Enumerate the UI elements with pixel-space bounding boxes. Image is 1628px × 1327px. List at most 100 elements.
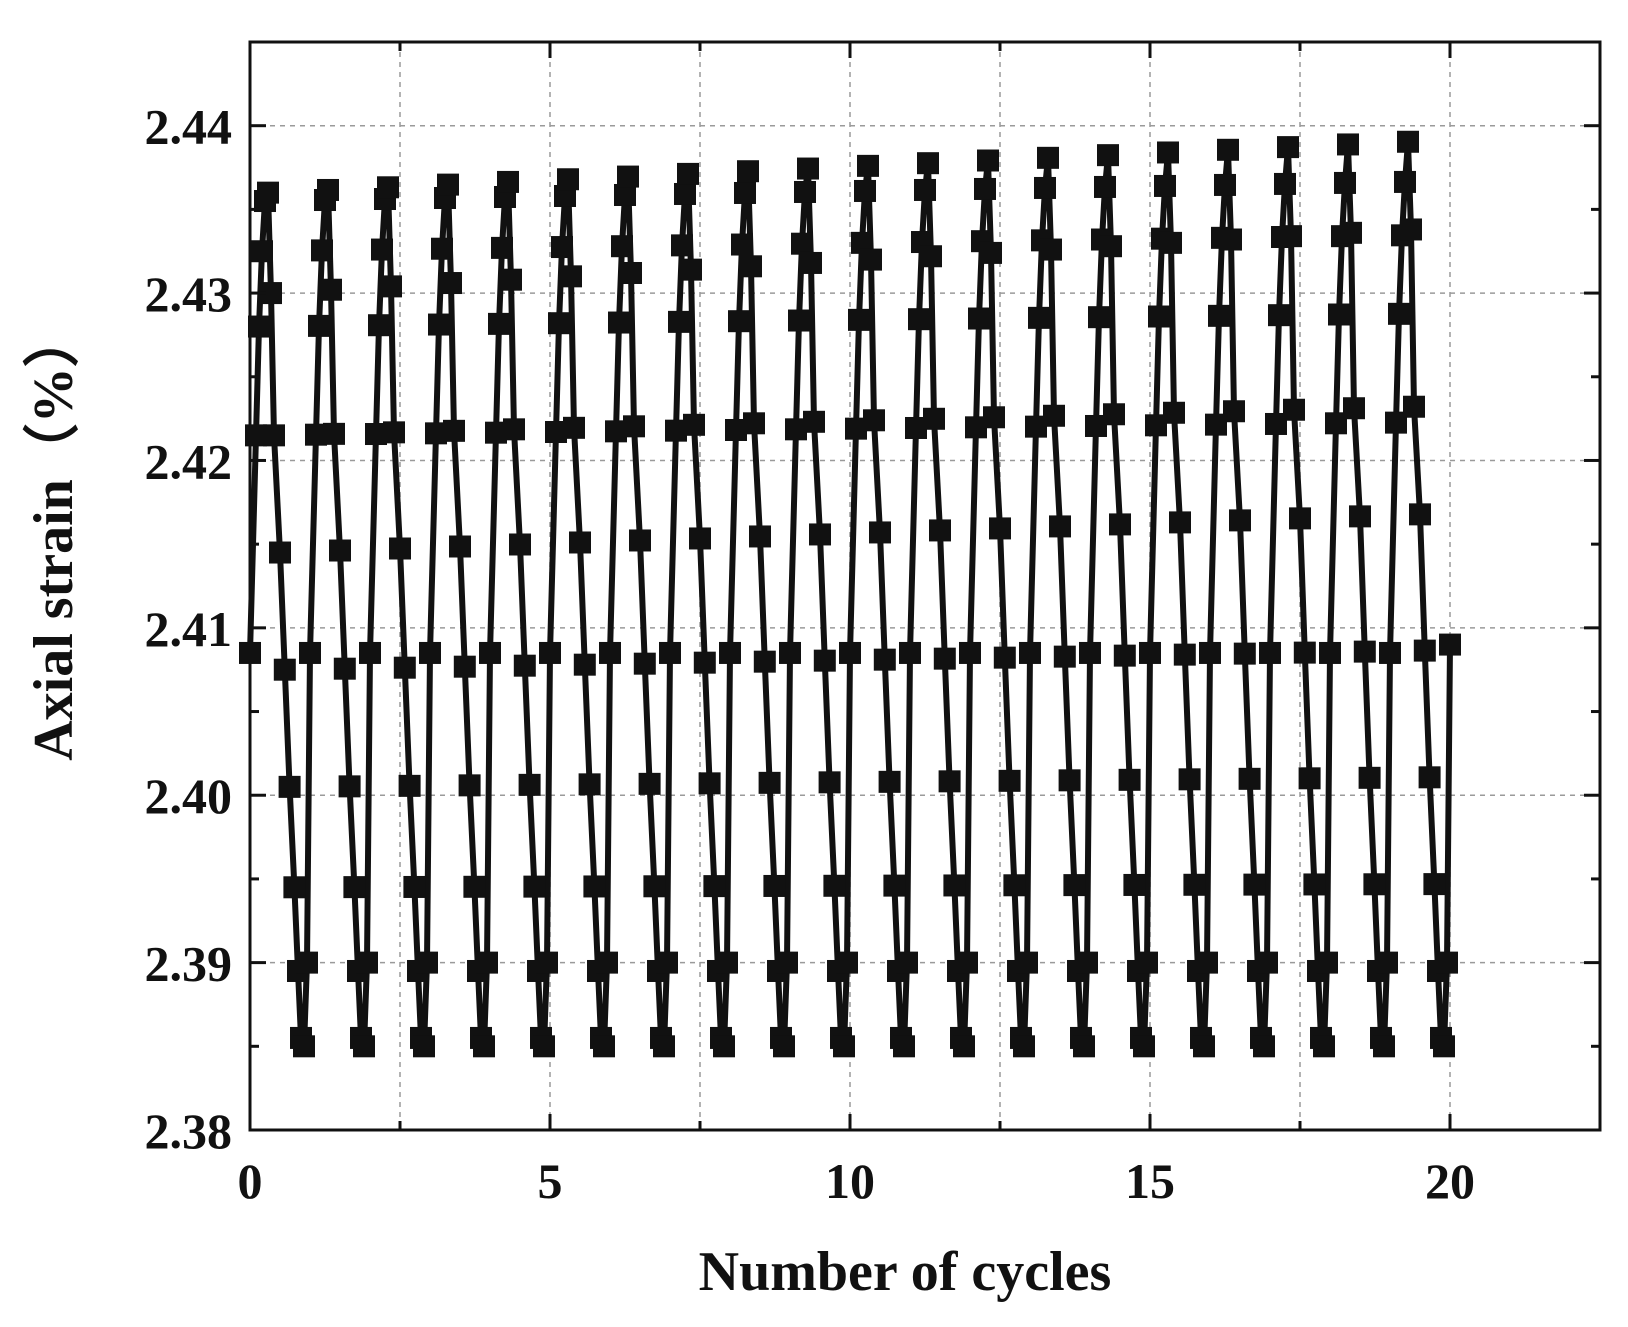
data-point — [1385, 411, 1407, 434]
data-point — [359, 641, 381, 664]
data-point — [643, 875, 666, 898]
data-point — [665, 419, 687, 442]
data-point — [299, 641, 321, 664]
data-point — [437, 173, 459, 196]
data-point — [659, 641, 681, 664]
data-point — [920, 245, 942, 268]
data-point — [518, 773, 541, 796]
data-point — [989, 517, 1011, 540]
data-point — [463, 875, 486, 898]
data-point — [1436, 951, 1458, 974]
data-point — [848, 308, 870, 331]
data-point — [1058, 769, 1081, 792]
x-tick-label: 5 — [538, 1153, 563, 1209]
data-point — [763, 874, 786, 897]
data-point — [883, 874, 906, 897]
data-point — [263, 424, 285, 447]
data-point — [857, 154, 879, 177]
data-point — [1208, 304, 1230, 327]
data-point — [998, 769, 1021, 792]
data-point — [633, 652, 656, 675]
data-point — [1109, 513, 1131, 536]
data-point — [1085, 414, 1107, 437]
data-point — [443, 419, 465, 442]
data-point — [1289, 507, 1311, 530]
data-point — [703, 875, 726, 898]
data-point — [878, 770, 901, 793]
data-point — [953, 1035, 975, 1058]
data-point — [1358, 766, 1381, 789]
data-point — [1337, 133, 1359, 156]
data-point — [1193, 1035, 1215, 1058]
data-point — [943, 874, 966, 897]
data-point — [583, 875, 606, 898]
data-point — [917, 152, 939, 175]
data-point — [693, 651, 716, 674]
plot-frame — [248, 40, 1602, 1132]
data-point — [983, 406, 1005, 429]
data-point — [776, 951, 798, 974]
data-point — [569, 531, 591, 554]
data-point — [725, 418, 747, 441]
data-point — [620, 261, 642, 284]
data-point — [257, 181, 279, 204]
data-point — [1400, 218, 1422, 241]
data-point — [797, 157, 819, 180]
data-point — [1238, 767, 1261, 790]
data-point — [1229, 509, 1251, 532]
data-point — [1173, 643, 1196, 666]
data-point — [1277, 136, 1299, 159]
data-point — [803, 410, 825, 433]
data-point — [1316, 951, 1338, 974]
data-point — [1256, 951, 1278, 974]
data-point — [536, 951, 558, 974]
x-tick-label: 15 — [1125, 1153, 1175, 1209]
data-point — [278, 775, 301, 798]
y-tick-label: 2.38 — [145, 1103, 233, 1159]
data-point — [734, 181, 756, 204]
data-point — [813, 649, 836, 672]
data-point — [485, 421, 507, 444]
data-point — [1388, 302, 1410, 325]
data-point — [440, 272, 462, 295]
data-point — [740, 255, 762, 278]
data-point — [779, 641, 801, 664]
data-point — [1154, 174, 1176, 197]
data-point — [425, 422, 447, 445]
data-point — [873, 648, 896, 671]
data-point — [1088, 306, 1110, 329]
data-point — [614, 183, 636, 206]
data-point — [638, 772, 661, 795]
data-point — [980, 241, 1002, 264]
data-point — [260, 282, 282, 305]
data-point — [1274, 172, 1296, 195]
data-point — [1259, 641, 1281, 664]
data-point — [800, 251, 822, 274]
data-point — [1280, 225, 1302, 248]
data-point — [503, 418, 525, 441]
data-point — [449, 535, 471, 558]
data-point — [1397, 130, 1419, 153]
data-point — [1025, 415, 1047, 438]
data-point — [1157, 141, 1179, 164]
data-point — [599, 641, 621, 664]
data-point — [671, 234, 693, 257]
data-point — [458, 774, 481, 797]
data-point — [1205, 413, 1227, 436]
data-point — [593, 1035, 615, 1058]
data-point — [557, 168, 579, 191]
data-point — [1196, 951, 1218, 974]
data-point — [1373, 1035, 1395, 1058]
data-point — [608, 311, 630, 334]
data-point — [683, 413, 705, 436]
data-point — [428, 313, 450, 336]
data-point — [368, 314, 390, 337]
data-point — [833, 1035, 855, 1058]
data-point — [1076, 951, 1098, 974]
data-point — [845, 417, 867, 440]
data-point — [1293, 641, 1316, 664]
data-point — [389, 537, 411, 560]
data-point — [1413, 639, 1436, 662]
data-point — [1376, 951, 1398, 974]
data-point — [317, 178, 339, 201]
